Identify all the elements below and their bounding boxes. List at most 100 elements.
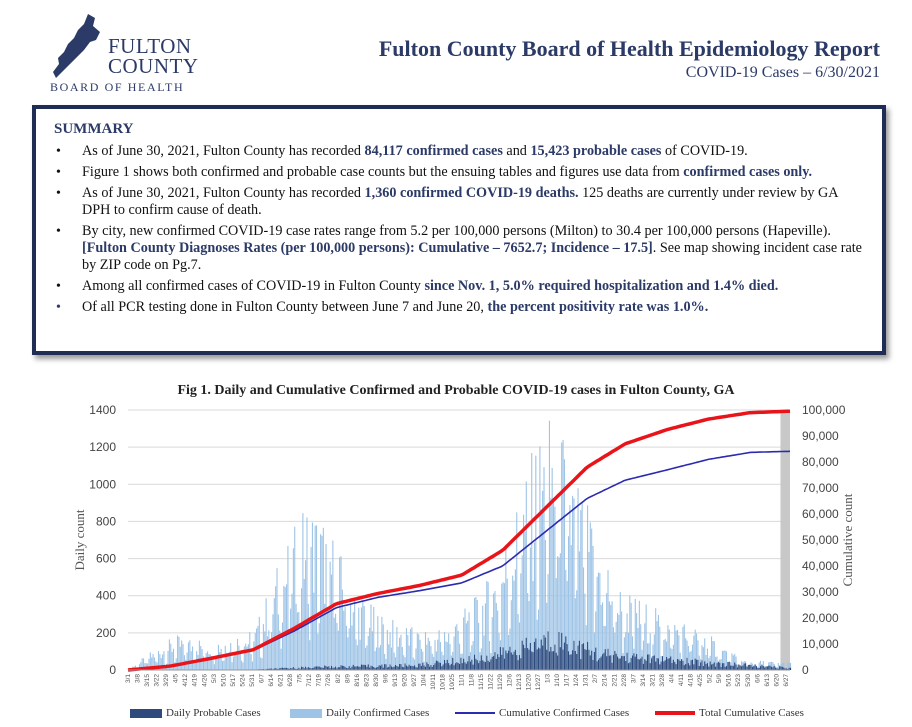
daily-probable-bar bbox=[627, 663, 629, 670]
daily-probable-bar bbox=[691, 659, 694, 670]
daily-confirmed-bar bbox=[213, 664, 215, 670]
daily-probable-bar bbox=[463, 658, 465, 670]
daily-confirmed-bar bbox=[576, 590, 578, 670]
daily-probable-bar bbox=[465, 663, 467, 670]
y2-tick-label: 90,000 bbox=[802, 429, 839, 443]
daily-confirmed-bar bbox=[403, 655, 405, 670]
daily-probable-bar bbox=[461, 663, 463, 670]
bullet-highlight: the percent positivity rate was 1.0%. bbox=[487, 299, 709, 315]
x-tick-label: 12/6 bbox=[506, 674, 513, 687]
daily-confirmed-bar bbox=[562, 439, 564, 670]
daily-probable-bar bbox=[399, 664, 401, 670]
daily-confirmed-bar bbox=[611, 601, 613, 670]
bullet-text: Among all confirmed cases of COVID-19 in… bbox=[82, 278, 425, 294]
daily-probable-bar bbox=[555, 652, 557, 670]
daily-probable-bar bbox=[739, 665, 741, 670]
daily-probable-bar bbox=[580, 659, 582, 670]
daily-probable-bar bbox=[341, 665, 343, 670]
daily-confirmed-bar bbox=[359, 639, 361, 670]
daily-confirmed-bar bbox=[705, 654, 707, 670]
legend-item-probable: Daily Probable Cases bbox=[130, 707, 261, 719]
daily-probable-bar bbox=[449, 665, 451, 670]
daily-confirmed-bar bbox=[523, 514, 525, 670]
daily-probable-bar bbox=[608, 655, 610, 670]
bullet-highlight: [Fulton County Diagnoses Rates (per 100,… bbox=[82, 240, 653, 256]
daily-confirmed-bar bbox=[362, 601, 364, 670]
daily-confirmed-bar bbox=[734, 653, 736, 670]
daily-confirmed-bar bbox=[518, 622, 521, 670]
daily-probable-bar bbox=[676, 659, 679, 670]
daily-confirmed-bar bbox=[360, 607, 363, 670]
daily-probable-bar bbox=[371, 666, 373, 670]
x-tick-label: 8/23 bbox=[363, 674, 370, 687]
x-tick-label: 3/29 bbox=[163, 674, 170, 687]
y-tick-label: 1400 bbox=[89, 403, 116, 417]
daily-confirmed-bar bbox=[272, 614, 274, 670]
daily-probable-bar bbox=[713, 662, 715, 670]
daily-probable-bar bbox=[588, 649, 590, 670]
daily-confirmed-bar bbox=[309, 640, 311, 670]
x-tick-label: 11/15 bbox=[478, 674, 485, 690]
daily-probable-bar bbox=[719, 662, 721, 670]
daily-probable-bar bbox=[336, 668, 338, 670]
daily-probable-bar bbox=[636, 654, 638, 670]
daily-probable-bar bbox=[634, 656, 636, 670]
daily-confirmed-bar bbox=[284, 587, 286, 670]
daily-confirmed-bar bbox=[351, 625, 353, 670]
daily-confirmed-bar bbox=[340, 556, 342, 670]
daily-probable-bar bbox=[310, 668, 312, 670]
daily-probable-bar bbox=[295, 668, 297, 670]
daily-probable-bar bbox=[566, 644, 568, 670]
daily-probable-bar bbox=[742, 665, 744, 670]
x-tick-label: 3/28 bbox=[659, 674, 666, 687]
daily-probable-bar bbox=[382, 667, 384, 670]
daily-confirmed-bar bbox=[234, 651, 236, 670]
daily-probable-bar bbox=[652, 656, 654, 670]
daily-confirmed-bar bbox=[204, 660, 206, 670]
daily-probable-bar bbox=[528, 649, 530, 670]
x-tick-label: 5/16 bbox=[726, 674, 733, 687]
daily-confirmed-bar bbox=[209, 654, 211, 670]
x-tick-label: 5/30 bbox=[745, 674, 752, 687]
daily-probable-bar bbox=[355, 666, 357, 670]
daily-probable-bar bbox=[472, 664, 474, 670]
daily-confirmed-bar bbox=[521, 555, 523, 670]
daily-confirmed-bar bbox=[610, 604, 612, 670]
daily-confirmed-bar bbox=[732, 655, 734, 670]
daily-probable-bar bbox=[476, 660, 478, 670]
x-tick-label: 5/10 bbox=[220, 674, 227, 687]
daily-probable-bar bbox=[610, 655, 612, 670]
daily-confirmed-bar bbox=[411, 627, 413, 670]
daily-probable-bar bbox=[709, 661, 711, 670]
daily-probable-bar bbox=[642, 663, 644, 670]
daily-confirmed-bar bbox=[589, 522, 591, 670]
daily-probable-bar bbox=[705, 663, 707, 670]
daily-probable-bar bbox=[646, 654, 649, 670]
daily-probable-bar bbox=[690, 660, 692, 670]
daily-confirmed-bar bbox=[655, 608, 657, 670]
daily-probable-bar bbox=[367, 664, 369, 670]
daily-confirmed-bar bbox=[527, 592, 529, 670]
x-tick-label: 5/17 bbox=[230, 674, 237, 687]
daily-confirmed-bar bbox=[607, 570, 609, 670]
daily-confirmed-bar bbox=[493, 593, 495, 670]
daily-probable-bar bbox=[302, 666, 304, 670]
x-tick-label: 2/21 bbox=[611, 674, 618, 687]
x-tick-label: 8/30 bbox=[373, 674, 380, 687]
daily-probable-bar bbox=[397, 666, 399, 670]
daily-confirmed-bar bbox=[429, 641, 431, 670]
daily-confirmed-bar bbox=[185, 659, 187, 670]
legend-swatch bbox=[130, 708, 162, 718]
daily-confirmed-bar bbox=[682, 626, 684, 670]
daily-probable-bar bbox=[487, 660, 489, 670]
daily-probable-bar bbox=[595, 647, 597, 670]
daily-probable-bar bbox=[291, 668, 293, 670]
daily-confirmed-bar bbox=[138, 664, 140, 670]
daily-confirmed-bar bbox=[683, 624, 685, 670]
daily-probable-bar bbox=[370, 665, 372, 670]
summary-bullet: Figure 1 shows both confirmed and probab… bbox=[54, 164, 866, 181]
daily-confirmed-bar bbox=[686, 640, 688, 670]
daily-probable-bar bbox=[589, 655, 591, 670]
daily-probable-bar bbox=[701, 660, 703, 670]
daily-confirmed-bar bbox=[330, 574, 333, 670]
